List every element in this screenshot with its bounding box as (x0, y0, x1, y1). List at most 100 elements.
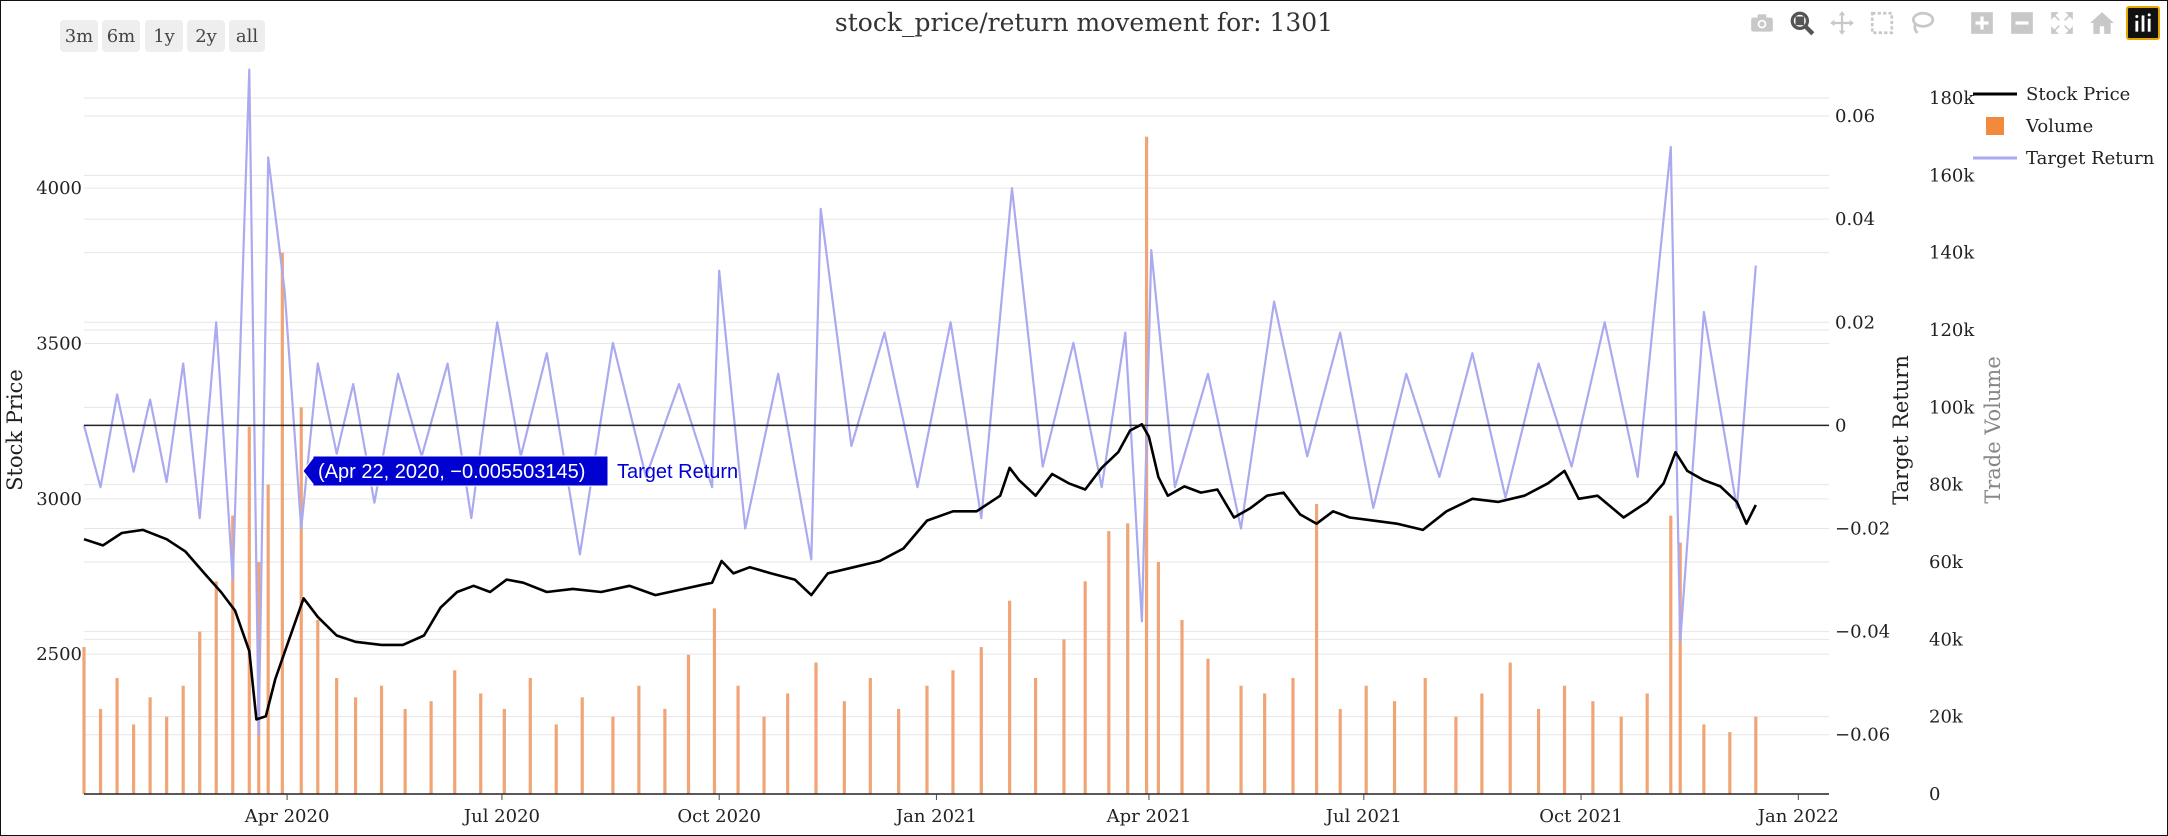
y-price-tick-label: 4000 (36, 178, 82, 199)
volume-bar (181, 685, 185, 794)
y-volume-tick-label: 160k (1929, 165, 1975, 186)
volume-bar (231, 515, 235, 794)
volume-bar (353, 697, 358, 794)
y-volume-tick-label: 40k (1929, 629, 1964, 650)
volume-bar (951, 670, 955, 794)
volume-bar (299, 407, 303, 794)
volume-bar (131, 724, 136, 794)
range-button-1y[interactable]: 1y (145, 20, 183, 52)
volume-bar (528, 678, 532, 794)
legend-item-stock-price[interactable]: Stock Price (1970, 78, 2154, 110)
y-price-axis-title: Stock Price (3, 369, 27, 491)
volume-bar (637, 685, 641, 794)
volume-bar (842, 701, 846, 794)
zoom-icon[interactable] (1786, 7, 1818, 39)
volume-bar (1364, 685, 1368, 794)
y-volume-tick-label: 60k (1929, 552, 1964, 573)
volume-bar (1314, 504, 1319, 794)
x-tick-label: Apr 2020 (244, 806, 330, 827)
volume-bar (1562, 685, 1567, 794)
range-button-6m[interactable]: 6m (102, 20, 140, 52)
camera-icon[interactable] (1746, 7, 1778, 39)
legend: Stock Price Volume Target Return (1970, 78, 2154, 174)
volume-bar (1206, 658, 1210, 794)
pan-icon[interactable] (1826, 7, 1858, 39)
x-tick-label: Jul 2021 (1324, 806, 1402, 827)
volume-bar (1338, 708, 1342, 794)
volume-bar (82, 647, 86, 794)
y-return-tick-label: 0.04 (1835, 209, 1875, 230)
x-axis-ticks: Apr 2020 Jul 2020 Oct 2020 Jan 2021 Apr 2021… (244, 794, 1839, 827)
volume-bar (1263, 693, 1267, 794)
volume-bar (686, 654, 691, 794)
volume-bar (979, 647, 983, 794)
y-volume-tick-label: 80k (1929, 475, 1964, 496)
y-price-tick-label: 2500 (36, 644, 82, 665)
autoscale-icon[interactable] (2046, 7, 2078, 39)
legend-label-target-return: Target Return (2026, 147, 2155, 169)
volume-bar (897, 708, 901, 794)
volume-bar (1008, 600, 1012, 794)
y-volume-tick-label: 100k (1929, 397, 1975, 418)
zoom-in-icon[interactable] (1966, 7, 1998, 39)
y-price-axis-ticks: 2500 3000 3500 4000 (36, 178, 82, 665)
volume-bar (1423, 678, 1427, 794)
volume-bar (1754, 716, 1758, 794)
volume-bar (429, 701, 433, 794)
volume-bar (1062, 639, 1066, 794)
volume-bar (762, 716, 766, 794)
volume-bar (1591, 701, 1595, 794)
x-tick-label: Oct 2021 (1539, 806, 1623, 827)
volume-bar (453, 670, 457, 794)
x-tick-label: Jan 2021 (894, 806, 977, 827)
x-tick-label: Jul 2020 (462, 806, 540, 827)
volume-legend-square-icon (1986, 117, 2004, 135)
volume-bar (663, 708, 667, 794)
y-return-axis-ticks: −0.06 −0.04 −0.02 0 0.02 0.04 0.06 (1835, 106, 1890, 746)
volume-bar (1107, 531, 1111, 794)
volume-bar (814, 662, 818, 794)
volume-bar (554, 724, 558, 794)
lasso-icon[interactable] (1906, 7, 1938, 39)
volume-bar (247, 426, 251, 794)
chart-title: stock_price/return movement for: 1301 (834, 8, 1334, 37)
target-return-legend-line-icon (1973, 156, 2017, 160)
y-price-tick-label: 3000 (36, 489, 82, 510)
volume-bar (1156, 562, 1160, 794)
box-select-icon[interactable] (1866, 7, 1898, 39)
y-return-axis-title: Target Return (1889, 355, 1913, 505)
volume-bar (1126, 523, 1130, 794)
volume-bar (1480, 693, 1484, 794)
volume-bar (1454, 716, 1458, 794)
y-volume-tick-label: 140k (1929, 243, 1975, 264)
volume-bar (1239, 685, 1243, 794)
y-return-tick-label: 0.02 (1835, 312, 1875, 333)
y-return-tick-label: −0.04 (1835, 622, 1890, 643)
volume-bar (1702, 724, 1706, 794)
volume-bar (335, 678, 339, 794)
volume-bar (580, 697, 584, 794)
volume-bar (712, 608, 717, 794)
range-button-2y[interactable]: 2y (187, 20, 225, 52)
volume-bar (1392, 701, 1397, 794)
volume-bar (1083, 581, 1087, 794)
volume-bar (1619, 716, 1623, 794)
y-return-tick-label: −0.06 (1835, 725, 1890, 746)
range-button-3m[interactable]: 3m (60, 20, 98, 52)
range-button-all[interactable]: all (229, 20, 265, 52)
y-volume-axis-ticks: 0 20k 40k 60k 80k 100k 120k 140k 160k 180k (1929, 88, 1975, 805)
volume-bar (736, 685, 740, 794)
grid-lines (84, 97, 1829, 736)
legend-item-volume[interactable]: Volume (1970, 110, 2154, 142)
y-volume-tick-label: 0 (1929, 784, 1940, 805)
zoom-out-icon[interactable] (2006, 7, 2038, 39)
hover-tooltip: (Apr 22, 2020, −0.005503145) Target Retu… (302, 455, 738, 487)
volume-bar (1678, 542, 1682, 794)
volume-bar (1536, 708, 1541, 794)
home-icon[interactable] (2086, 7, 2118, 39)
volume-bar (925, 685, 929, 794)
plotly-logo-icon[interactable] (2126, 6, 2160, 40)
legend-item-target-return[interactable]: Target Return (1970, 142, 2154, 174)
y-volume-tick-label: 180k (1929, 88, 1975, 109)
volume-bar (115, 678, 119, 794)
